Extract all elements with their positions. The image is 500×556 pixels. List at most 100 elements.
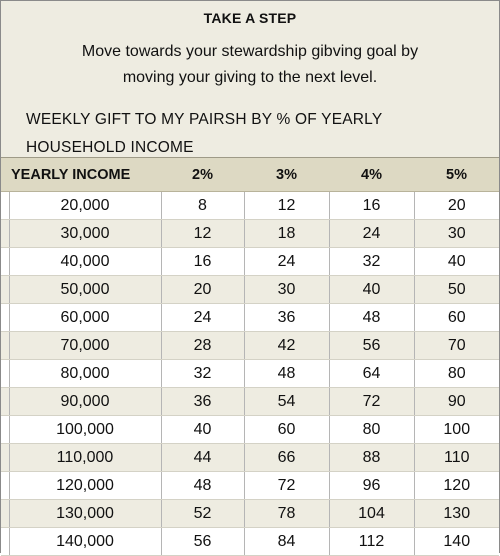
row-stub — [1, 247, 9, 276]
gift-3-percent-cell: 42 — [244, 331, 330, 360]
income-cell: 20,000 — [8, 191, 162, 220]
gift-2-percent-cell: 40 — [161, 415, 245, 444]
gift-5-percent-cell: 50 — [414, 275, 499, 304]
income-cell: 130,000 — [8, 499, 162, 528]
gift-5-percent-cell: 70 — [414, 331, 499, 360]
gift-3-percent-cell: 36 — [244, 303, 330, 332]
gift-4-percent-cell: 48 — [329, 303, 415, 332]
gift-2-percent-cell: 32 — [161, 359, 245, 388]
column-header-4-percent: 4% — [329, 158, 414, 192]
income-cell: 80,000 — [8, 359, 162, 388]
table-header-row: YEARLY INCOME 2% 3% 4% 5% — [1, 158, 499, 192]
table-row: 60,000 24 36 48 60 — [1, 303, 499, 332]
gift-5-percent-cell: 130 — [414, 499, 499, 528]
row-stub — [1, 443, 9, 472]
gift-5-percent-cell: 90 — [414, 387, 499, 416]
gift-4-percent-cell: 24 — [329, 219, 415, 248]
gift-2-percent-cell: 44 — [161, 443, 245, 472]
income-cell: 40,000 — [8, 247, 162, 276]
gift-2-percent-cell: 8 — [161, 191, 245, 220]
gift-3-percent-cell: 48 — [244, 359, 330, 388]
gift-3-percent-cell: 12 — [244, 191, 330, 220]
row-stub — [1, 527, 9, 556]
gift-4-percent-cell: 16 — [329, 191, 415, 220]
header-panel: TAKE A STEP Move towards your stewardshi… — [1, 1, 499, 158]
column-header-income: YEARLY INCOME — [1, 158, 161, 192]
gift-5-percent-cell: 140 — [414, 527, 499, 556]
gift-2-percent-cell: 56 — [161, 527, 245, 556]
row-stub — [1, 275, 9, 304]
column-header-3-percent: 3% — [244, 158, 329, 192]
table-row: 70,000 28 42 56 70 — [1, 331, 499, 360]
row-stub — [1, 331, 9, 360]
gift-4-percent-cell: 88 — [329, 443, 415, 472]
intro-text: Move towards your stewardship gibving go… — [21, 39, 479, 91]
page-title: TAKE A STEP — [203, 10, 297, 26]
gift-3-percent-cell: 60 — [244, 415, 330, 444]
gift-5-percent-cell: 30 — [414, 219, 499, 248]
gift-2-percent-cell: 16 — [161, 247, 245, 276]
gift-3-percent-cell: 18 — [244, 219, 330, 248]
table-row: 50,000 20 30 40 50 — [1, 275, 499, 304]
table-row: 110,000 44 66 88 110 — [1, 443, 499, 472]
table-row: 140,000 56 84 112 140 — [1, 527, 499, 556]
table-row: 90,000 36 54 72 90 — [1, 387, 499, 416]
income-cell: 30,000 — [8, 219, 162, 248]
gift-3-percent-cell: 72 — [244, 471, 330, 500]
gift-2-percent-cell: 48 — [161, 471, 245, 500]
gift-2-percent-cell: 12 — [161, 219, 245, 248]
intro-line-1: Move towards your stewardship gibving go… — [81, 43, 419, 60]
gift-3-percent-cell: 30 — [244, 275, 330, 304]
income-cell: 110,000 — [8, 443, 162, 472]
gift-4-percent-cell: 40 — [329, 275, 415, 304]
gift-4-percent-cell: 96 — [329, 471, 415, 500]
gift-3-percent-cell: 84 — [244, 527, 330, 556]
giving-table: YEARLY INCOME 2% 3% 4% 5% 20,000 8 12 16 20 3… — [1, 158, 499, 556]
row-stub — [1, 303, 9, 332]
income-cell: 120,000 — [8, 471, 162, 500]
gift-4-percent-cell: 32 — [329, 247, 415, 276]
subtitle-line-2: HOUSEHOLD INCOME — [26, 139, 194, 156]
table-row: 130,000 52 78 104 130 — [1, 499, 499, 528]
table-row: 80,000 32 48 64 80 — [1, 359, 499, 388]
table-body: 20,000 8 12 16 20 30,000 12 18 24 30 40,000 16 24 32 4… — [1, 191, 499, 556]
column-header-2-percent: 2% — [161, 158, 244, 192]
row-stub — [1, 387, 9, 416]
income-cell: 60,000 — [8, 303, 162, 332]
gift-2-percent-cell: 24 — [161, 303, 245, 332]
gift-5-percent-cell: 20 — [414, 191, 499, 220]
table-row: 20,000 8 12 16 20 — [1, 191, 499, 220]
column-header-5-percent: 5% — [414, 158, 499, 192]
gift-5-percent-cell: 100 — [414, 415, 499, 444]
table-row: 120,000 48 72 96 120 — [1, 471, 499, 500]
gift-4-percent-cell: 64 — [329, 359, 415, 388]
gift-3-percent-cell: 66 — [244, 443, 330, 472]
income-cell: 50,000 — [8, 275, 162, 304]
gift-3-percent-cell: 54 — [244, 387, 330, 416]
gift-2-percent-cell: 36 — [161, 387, 245, 416]
row-stub — [1, 415, 9, 444]
table-row: 40,000 16 24 32 40 — [1, 247, 499, 276]
row-stub — [1, 499, 9, 528]
gift-4-percent-cell: 112 — [329, 527, 415, 556]
intro-line-2: moving your giving to the next level. — [122, 69, 378, 86]
gift-2-percent-cell: 20 — [161, 275, 245, 304]
gift-5-percent-cell: 80 — [414, 359, 499, 388]
gift-5-percent-cell: 60 — [414, 303, 499, 332]
income-cell: 90,000 — [8, 387, 162, 416]
gift-4-percent-cell: 72 — [329, 387, 415, 416]
row-stub — [1, 219, 9, 248]
gift-4-percent-cell: 80 — [329, 415, 415, 444]
table-row: 100,000 40 60 80 100 — [1, 415, 499, 444]
income-cell: 70,000 — [8, 331, 162, 360]
gift-2-percent-cell: 52 — [161, 499, 245, 528]
gift-5-percent-cell: 120 — [414, 471, 499, 500]
row-stub — [1, 471, 9, 500]
subtitle-line-1: WEEKLY GIFT TO MY PAIRSH BY % OF YEARLY — [26, 111, 383, 128]
gift-3-percent-cell: 24 — [244, 247, 330, 276]
gift-4-percent-cell: 104 — [329, 499, 415, 528]
gift-2-percent-cell: 28 — [161, 331, 245, 360]
gift-5-percent-cell: 110 — [414, 443, 499, 472]
row-stub — [1, 359, 9, 388]
